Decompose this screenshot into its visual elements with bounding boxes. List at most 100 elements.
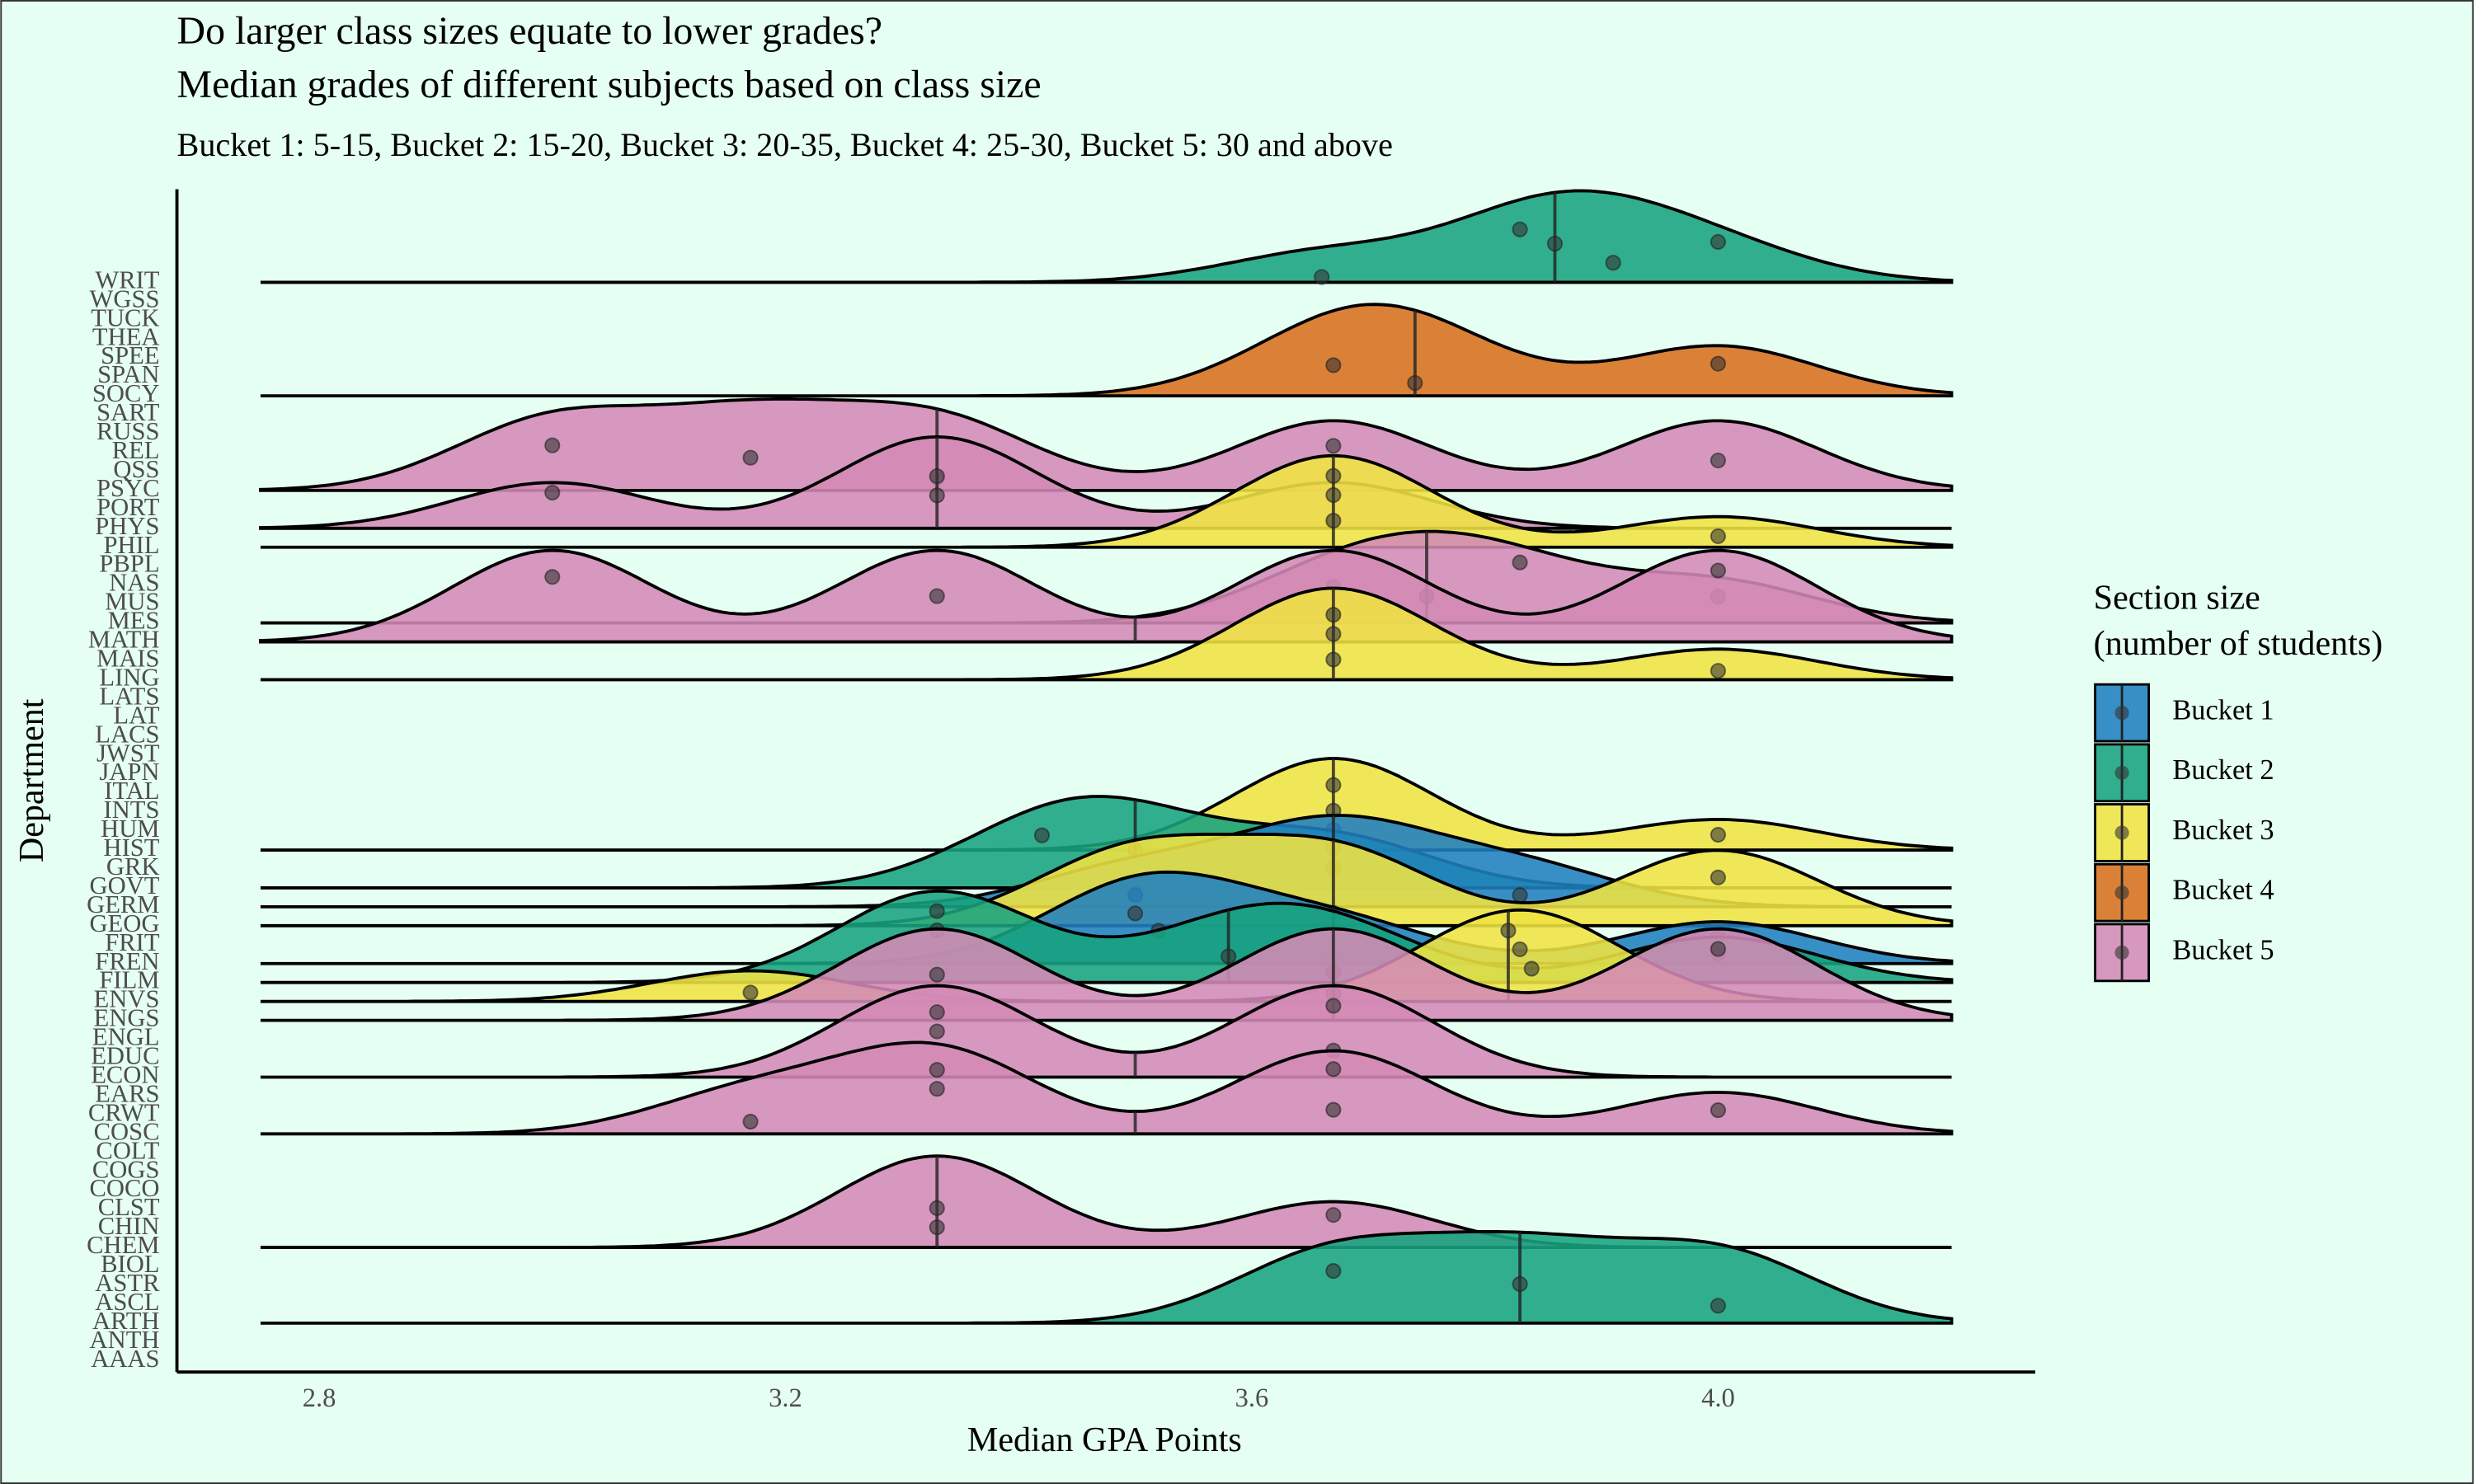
data-point — [1512, 221, 1528, 237]
data-point — [1325, 607, 1342, 623]
data-point — [1710, 941, 1726, 957]
data-point — [1325, 467, 1342, 484]
legend-label: Bucket 4 — [2172, 875, 2274, 906]
y-tick-label: PHYS — [95, 512, 159, 540]
y-tick-label: MES — [108, 607, 160, 635]
plot-area — [259, 189, 1954, 1325]
data-point — [1500, 923, 1517, 939]
x-tick-label: 3.2 — [769, 1383, 802, 1413]
legend-item: Bucket 2 — [2094, 743, 2274, 803]
data-point — [1314, 269, 1330, 285]
data-point — [929, 1004, 945, 1021]
y-tick-label: WRIT — [95, 265, 159, 294]
chart-title: Do larger class sizes equate to lower gr… — [177, 9, 882, 53]
ridge — [260, 1040, 1954, 1136]
y-tick-label: CLST — [98, 1193, 160, 1221]
data-point — [929, 1062, 945, 1078]
data-point — [1407, 374, 1423, 392]
y-tick-label: BIOL — [101, 1250, 159, 1278]
y-tick-label: PHIL — [104, 531, 160, 559]
ridge — [260, 453, 1954, 549]
y-tick-label: ANTH — [90, 1326, 160, 1354]
ridge-density — [260, 1230, 1954, 1325]
y-tick-label: REL — [112, 436, 160, 464]
data-point — [929, 966, 945, 983]
data-point — [929, 468, 945, 485]
ridge-density — [260, 870, 1954, 965]
y-tick-label: LATS — [99, 682, 159, 710]
x-tick-label: 3.6 — [1235, 1383, 1269, 1413]
y-tick-label: JAPN — [99, 758, 159, 786]
y-tick-label: JWST — [96, 739, 160, 767]
data-point — [929, 588, 945, 604]
y-tick-label: ARTH — [92, 1307, 159, 1335]
data-point — [1710, 826, 1726, 843]
y-tick-label: ENGL — [92, 1023, 160, 1051]
data-point — [1325, 777, 1342, 793]
x-tick-label: 2.8 — [303, 1383, 336, 1413]
ridge — [260, 303, 1954, 398]
data-point — [1512, 887, 1528, 904]
ridge-density — [260, 453, 1954, 549]
legend-label: Bucket 5 — [2172, 934, 2274, 965]
y-tick-label: WGSS — [90, 284, 160, 312]
data-point — [1325, 513, 1342, 529]
data-point — [929, 1081, 945, 1097]
data-point — [1605, 255, 1621, 271]
legend-label: Bucket 2 — [2172, 754, 2274, 786]
y-tick-label: PBPL — [99, 550, 159, 578]
data-point — [1325, 998, 1342, 1014]
y-tick-label: CRWT — [88, 1098, 160, 1126]
ridge-density — [260, 1040, 1954, 1136]
ridge — [260, 586, 1954, 682]
data-point — [742, 1113, 759, 1130]
y-tick-label: TUCK — [91, 303, 159, 331]
data-point — [1546, 235, 1564, 252]
y-tick-label: INTS — [104, 796, 160, 824]
data-point — [1325, 357, 1342, 373]
data-point — [1325, 1061, 1342, 1078]
legend-item: Bucket 5 — [2094, 923, 2274, 983]
y-tick-label: THEA — [92, 322, 160, 350]
data-point — [1710, 1102, 1726, 1119]
legend-label: Bucket 1 — [2172, 695, 2274, 726]
ridge-density — [259, 548, 1954, 644]
data-point — [1710, 355, 1726, 372]
data-point — [544, 569, 561, 585]
y-tick-label: FRIT — [105, 928, 160, 956]
legend-title: Section size — [2094, 579, 2260, 617]
data-point — [929, 903, 945, 919]
y-tick-label: RUSS — [96, 417, 160, 445]
legend-item: Bucket 1 — [2094, 683, 2274, 743]
y-tick-label: LAT — [113, 701, 159, 729]
ridge-density — [260, 189, 1954, 284]
legend-key-point — [2114, 825, 2129, 840]
y-tick-label: COGS — [92, 1155, 160, 1183]
data-point — [1325, 1263, 1342, 1280]
chart-subtitle: Bucket 1: 5-15, Bucket 2: 15-20, Bucket … — [177, 126, 1393, 163]
y-tick-label: NAS — [109, 569, 159, 597]
data-point — [929, 1023, 945, 1040]
y-tick-label: EDUC — [91, 1042, 159, 1070]
y-tick-label: FREN — [95, 947, 159, 975]
data-point — [1325, 626, 1342, 642]
data-point — [1512, 1275, 1528, 1293]
data-point — [1710, 562, 1726, 579]
y-tick-label: COLT — [96, 1136, 159, 1164]
data-point — [1325, 438, 1342, 454]
data-point — [1325, 651, 1342, 668]
y-tick-label: CHIN — [98, 1212, 160, 1240]
y-tick-label: GEOG — [90, 909, 160, 937]
data-point — [1523, 960, 1540, 977]
data-point — [929, 1219, 945, 1236]
ridge-density — [260, 303, 1954, 398]
legend-item: Bucket 3 — [2094, 803, 2274, 862]
y-tick-label: GOVT — [90, 871, 160, 899]
data-point — [1325, 1101, 1342, 1118]
y-tick-label: ENGS — [94, 1004, 160, 1032]
data-point — [1221, 948, 1237, 965]
y-tick-label: QSS — [113, 455, 159, 483]
data-point — [1710, 528, 1726, 544]
data-point — [1710, 233, 1726, 250]
y-tick-label: MAIS — [96, 645, 159, 673]
